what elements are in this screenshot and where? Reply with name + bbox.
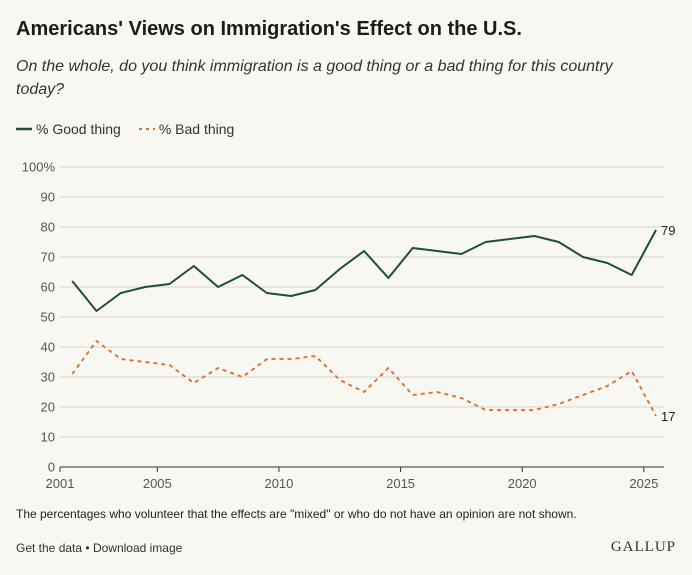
legend-label-good: % Good thing <box>36 121 121 137</box>
x-tick-label: 2001 <box>46 476 75 491</box>
y-tick-label: 40 <box>41 340 55 355</box>
x-tick-label: 2025 <box>629 476 658 491</box>
y-tick-label: 90 <box>41 190 55 205</box>
y-tick-label: 50 <box>41 310 55 325</box>
y-tick-label: 60 <box>41 280 55 295</box>
y-tick-label: 70 <box>41 250 55 265</box>
y-tick-label: 80 <box>41 220 55 235</box>
legend-item-good: % Good thing <box>16 121 121 137</box>
chart-title: Americans' Views on Immigration's Effect… <box>16 18 522 40</box>
y-tick-label: 10 <box>41 430 55 445</box>
series-lines <box>71 229 657 417</box>
line-chart: 0 10 20 30 40 50 60 70 80 90 100% 2001 2005 2010 2015… <box>22 160 676 492</box>
legend-label-bad: % Bad thing <box>158 121 235 137</box>
footer-separator: • <box>85 541 90 555</box>
download-image-link[interactable]: Download image <box>92 541 183 555</box>
legend: % Good thing % Bad thing <box>16 121 252 137</box>
footer-links: Get the data • Download image <box>16 541 182 555</box>
y-tick-label: 30 <box>41 370 55 385</box>
x-tick-label: 2010 <box>264 476 293 491</box>
series-line-bad <box>71 340 657 417</box>
x-tick-label: 2015 <box>386 476 415 491</box>
y-axis-ticks: 0 10 20 30 40 50 60 70 80 90 100% <box>22 160 56 475</box>
x-axis-ticks: 2001 2005 2010 2015 2020 2025 <box>46 467 658 491</box>
x-tick-label: 2005 <box>143 476 172 491</box>
chart-subtitle: On the whole, do you think immigration i… <box>16 58 613 98</box>
end-label-bad: 17 <box>661 409 675 424</box>
get-data-link[interactable]: Get the data <box>16 541 83 555</box>
legend-item-bad: % Bad thing <box>138 121 235 137</box>
y-tick-label: 20 <box>41 400 55 415</box>
end-labels: 79 17 <box>661 223 675 424</box>
end-label-good: 79 <box>661 223 675 238</box>
y-tick-label: 100% <box>22 160 56 175</box>
legend-swatch-good <box>16 127 32 131</box>
gallup-logo: GALLUP <box>610 539 676 555</box>
legend-swatch-bad <box>138 128 155 130</box>
y-tick-label: 0 <box>48 460 55 475</box>
chart-note: The percentages who volunteer that the e… <box>16 507 577 521</box>
grid-lines <box>60 166 664 438</box>
x-tick-label: 2020 <box>508 476 537 491</box>
series-line-good <box>71 229 657 312</box>
